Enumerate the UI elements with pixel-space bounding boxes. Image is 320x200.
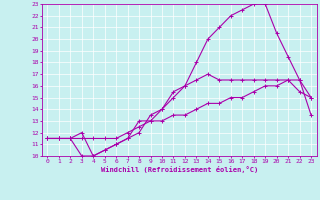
X-axis label: Windchill (Refroidissement éolien,°C): Windchill (Refroidissement éolien,°C) [100, 166, 258, 173]
